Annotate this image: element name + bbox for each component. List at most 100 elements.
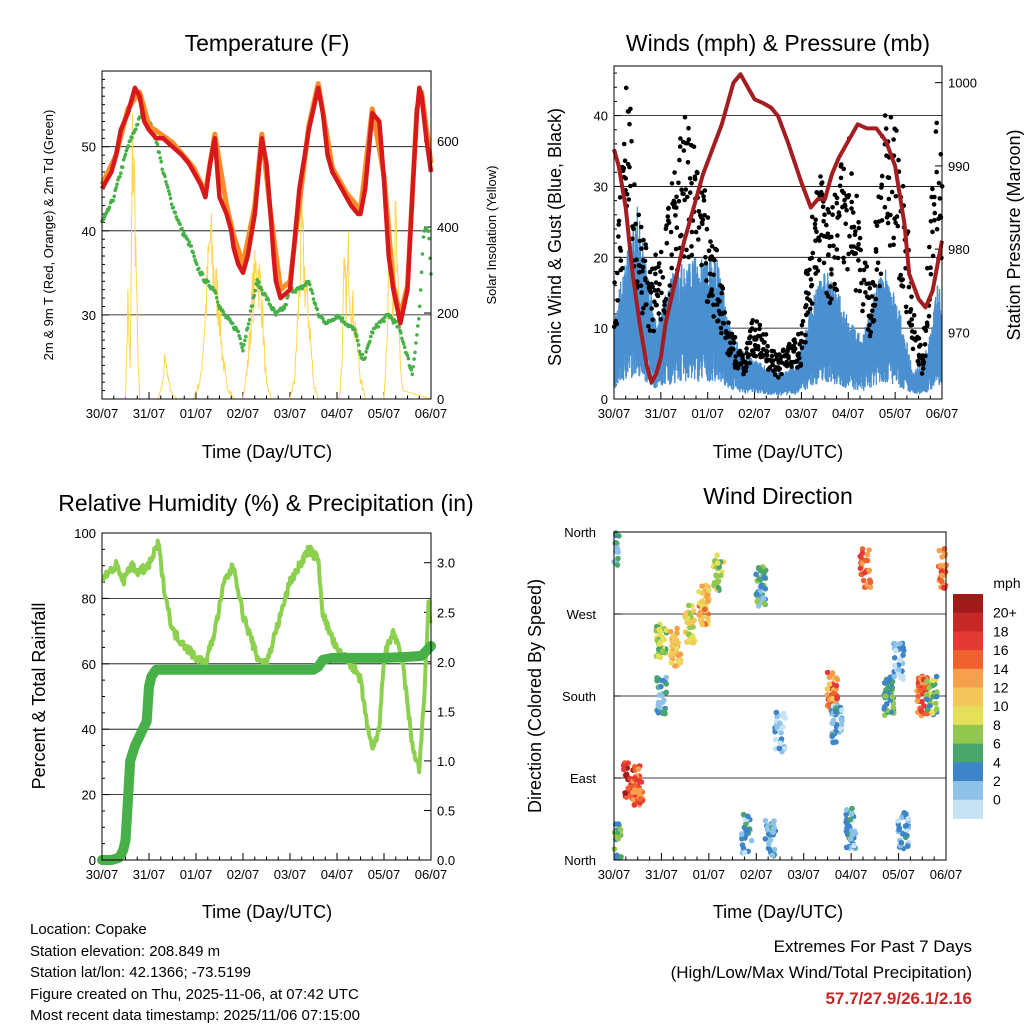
gust-point <box>856 241 861 247</box>
dewpoint-point <box>120 165 125 169</box>
gust-point <box>820 204 826 210</box>
dewpoint-point <box>130 136 134 140</box>
gust-point <box>696 237 701 242</box>
gust-point <box>813 217 818 222</box>
gust-point <box>728 350 734 355</box>
direction-ytick-label-2: South <box>562 689 596 704</box>
gust-point <box>781 347 786 353</box>
gust-point <box>695 170 700 176</box>
gust-point <box>747 352 753 358</box>
direction-point <box>668 660 675 666</box>
gust-point <box>912 330 917 335</box>
temperature-ytick-right-label-1: 200 <box>437 306 459 321</box>
gust-point <box>669 181 675 186</box>
humidity-ytick-label-3: 60 <box>82 657 96 672</box>
dewpoint-point <box>169 202 174 206</box>
dewpoint-point <box>259 285 263 290</box>
gust-point <box>819 192 825 197</box>
gust-point <box>846 251 851 257</box>
dewpoint-point <box>360 352 365 357</box>
direction-frame <box>613 531 947 861</box>
direction-point <box>657 640 664 646</box>
panel-winds: Winds (mph) & Pressure (mb) 0 10 20 30 40 970… <box>545 30 1024 462</box>
winds-ytick-label-1: 10 <box>594 321 608 336</box>
gust-point <box>934 226 940 232</box>
dewpoint-point <box>192 254 196 258</box>
gust-point <box>893 220 898 225</box>
gust-point <box>703 261 709 266</box>
colorbar-label-2: 16 <box>993 642 1009 658</box>
direction-point <box>632 782 639 788</box>
gust-point <box>846 193 852 198</box>
gust-point <box>743 368 748 374</box>
dewpoint-point <box>237 333 241 338</box>
gust-point <box>826 253 831 258</box>
direction-point <box>900 644 906 651</box>
gust-point <box>663 226 669 232</box>
gust-point <box>701 194 706 199</box>
gust-point <box>867 333 873 339</box>
gust-point <box>860 302 866 307</box>
gust-point <box>634 257 639 263</box>
dewpoint-point <box>126 144 131 148</box>
gust-point <box>677 144 683 149</box>
dewpoint-point <box>247 317 252 322</box>
gust-point <box>849 171 854 176</box>
direction-point <box>704 593 710 599</box>
total-precipitation-line <box>97 641 436 865</box>
gust-point <box>640 310 645 316</box>
direction-point <box>745 813 751 820</box>
direction-point <box>773 709 780 716</box>
direction-point <box>777 720 783 726</box>
dewpoint-point <box>411 365 415 369</box>
extremes-block: Extremes For Past 7 Days (High/Low/Max W… <box>671 934 972 1012</box>
gust-point <box>930 253 936 259</box>
direction-point <box>895 818 901 824</box>
gust-point <box>870 279 876 285</box>
direction-ytick-label-1: East <box>570 771 596 786</box>
gust-point <box>716 318 721 324</box>
gust-point <box>723 329 729 334</box>
gust-point <box>891 137 896 142</box>
gust-point <box>722 310 728 315</box>
direction-point <box>942 562 948 568</box>
gust-point <box>731 340 737 346</box>
gust-point <box>809 282 815 288</box>
station-info: Location: Copake Station elevation: 208.… <box>30 919 360 1027</box>
temperature-xtick-label-3: 02/07 <box>227 406 260 421</box>
direction-ytick-label-4: North <box>564 525 596 540</box>
gust-point <box>643 242 648 247</box>
gust-point <box>919 371 925 376</box>
direction-point <box>782 715 788 721</box>
gust-point <box>757 326 762 332</box>
gust-point <box>851 244 856 249</box>
winds-ytick-right-label-3: 1000 <box>948 76 977 91</box>
temperature-ytick-right-label-3: 600 <box>437 134 459 149</box>
gust-point <box>873 219 878 225</box>
gust-point <box>857 267 863 273</box>
gust-point <box>626 197 632 202</box>
gust-point <box>658 269 663 274</box>
direction-point <box>615 821 622 827</box>
gust-point <box>636 212 641 218</box>
gust-point <box>689 252 695 258</box>
gust-point <box>911 313 917 318</box>
direction-point <box>939 578 945 585</box>
gust-point <box>792 340 798 345</box>
gust-point <box>719 330 724 336</box>
gust-point <box>749 320 754 326</box>
direction-point <box>857 565 864 572</box>
gust-point <box>666 218 671 224</box>
dewpoint-point <box>382 319 386 324</box>
direction-xtick-label-3: 02/07 <box>740 867 773 882</box>
direction-point <box>614 852 620 859</box>
direction-point <box>933 673 940 680</box>
direction-point <box>659 635 666 641</box>
direction-point <box>889 678 896 685</box>
gust-point <box>885 220 891 226</box>
dewpoint-point <box>417 304 422 309</box>
direction-point <box>915 693 921 700</box>
gust-point <box>717 299 722 304</box>
dewpoint-point <box>414 341 418 345</box>
